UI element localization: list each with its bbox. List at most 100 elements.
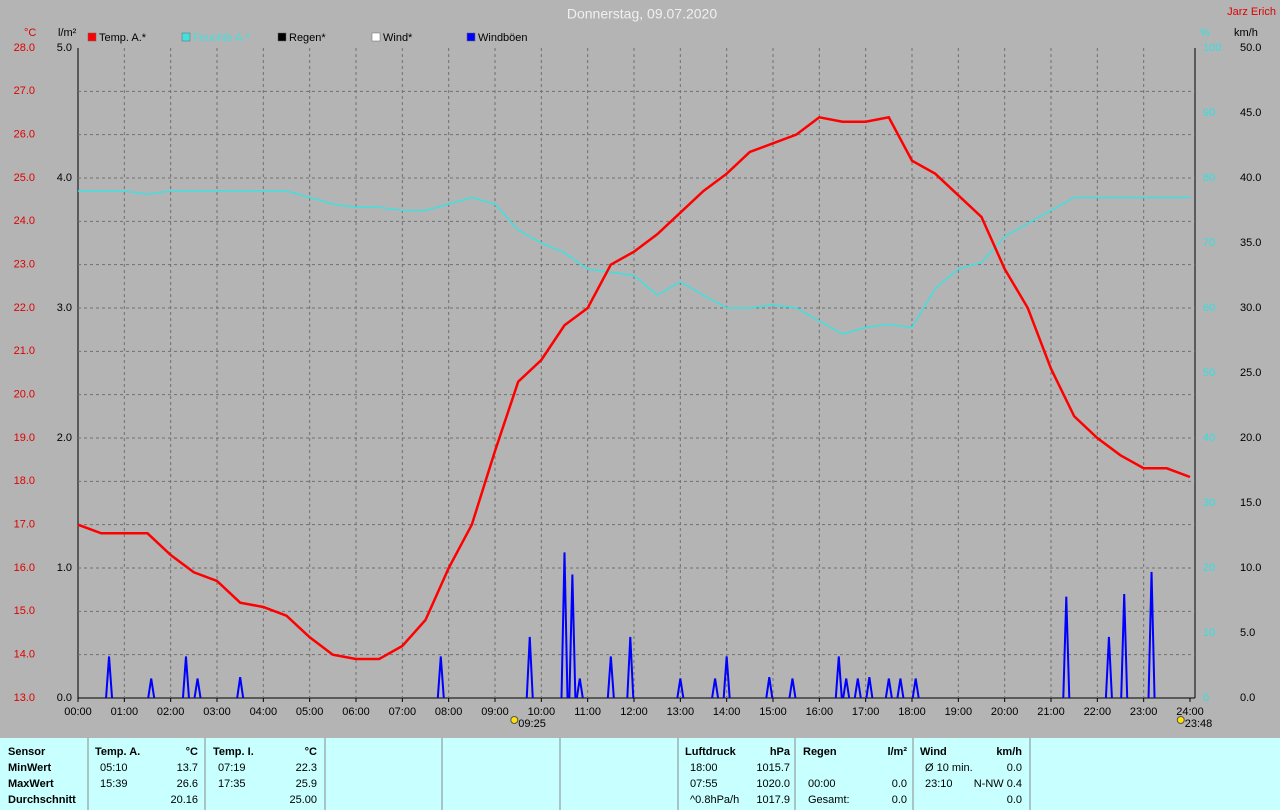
table-cell: 0.0 bbox=[1007, 762, 1022, 774]
y-tick-label: 50.0 bbox=[1240, 42, 1261, 54]
y-tick-label: 21.0 bbox=[14, 345, 35, 357]
y-tick-label: 90 bbox=[1203, 107, 1215, 119]
legend-label: Wind* bbox=[383, 32, 413, 44]
chart-title: Donnerstag, 09.07.2020 bbox=[567, 6, 717, 22]
table-cell: Durchschnitt bbox=[8, 794, 76, 806]
table-cell: 25.00 bbox=[289, 794, 317, 806]
table-header: hPa bbox=[770, 746, 791, 758]
table-cell: 20.16 bbox=[170, 794, 198, 806]
table-cell: Ø 10 min. bbox=[925, 762, 973, 774]
y-tick-label: 2.0 bbox=[57, 432, 72, 444]
legend-swatch bbox=[277, 32, 287, 42]
table-header: km/h bbox=[996, 746, 1022, 758]
gust-spike bbox=[711, 678, 720, 699]
x-tick-label: 14:00 bbox=[713, 706, 741, 718]
gust-spike bbox=[105, 656, 114, 699]
table-cell: 05:10 bbox=[100, 762, 128, 774]
x-tick-label: 11:00 bbox=[574, 706, 601, 718]
axis-unit: km/h bbox=[1234, 27, 1258, 39]
stats-panel bbox=[0, 738, 1280, 810]
legend-label: Windböen bbox=[478, 32, 528, 44]
y-tick-label: 4.0 bbox=[57, 172, 72, 184]
gust-spike bbox=[842, 678, 851, 699]
sun-marker bbox=[510, 716, 519, 724]
y-tick-label: 20.0 bbox=[14, 389, 35, 401]
x-tick-label: 12:00 bbox=[620, 706, 648, 718]
series-line bbox=[77, 115, 1191, 661]
y-tick-label: 35.0 bbox=[1240, 237, 1261, 249]
table-cell: 18:00 bbox=[690, 762, 718, 774]
gust-spike bbox=[236, 677, 245, 699]
annotation-label: 23:48 bbox=[1185, 718, 1213, 730]
y-tick-label: 0 bbox=[1203, 692, 1209, 704]
x-tick-label: 10:00 bbox=[528, 706, 556, 718]
table-cell: ^0.8hPa/h bbox=[690, 794, 739, 806]
y-tick-label: 3.0 bbox=[57, 302, 72, 314]
table-cell: 07:19 bbox=[218, 762, 246, 774]
gust-spike bbox=[834, 656, 843, 699]
y-tick-label: 22.0 bbox=[14, 302, 35, 314]
x-tick-label: 01:00 bbox=[111, 706, 139, 718]
x-tick-label: 16:00 bbox=[806, 706, 834, 718]
table-cell: 23:10 bbox=[925, 778, 953, 790]
gust-spike bbox=[896, 678, 905, 699]
legend-label: Temp. A.* bbox=[99, 32, 147, 44]
gust-spike bbox=[193, 678, 202, 699]
y-tick-label: 20 bbox=[1203, 562, 1215, 574]
gust-spike bbox=[147, 678, 156, 699]
x-tick-label: 04:00 bbox=[250, 706, 278, 718]
table-header: Regen bbox=[803, 746, 837, 758]
table-header: Temp. I. bbox=[213, 746, 254, 758]
gust-spike bbox=[1104, 636, 1113, 699]
y-tick-label: 10 bbox=[1203, 627, 1215, 639]
y-tick-label: 13.0 bbox=[14, 692, 35, 704]
y-tick-label: 16.0 bbox=[14, 562, 35, 574]
y-tick-label: 40.0 bbox=[1240, 172, 1261, 184]
x-tick-label: 24:00 bbox=[1176, 706, 1204, 718]
table-header: °C bbox=[305, 746, 317, 758]
table-cell: Gesamt: bbox=[808, 794, 850, 806]
x-tick-label: 05:00 bbox=[296, 706, 324, 718]
table-cell: 26.6 bbox=[177, 778, 198, 790]
gust-spike bbox=[1120, 593, 1129, 699]
table-header: Sensor bbox=[8, 746, 46, 758]
y-tick-label: 0.0 bbox=[1240, 692, 1255, 704]
x-tick-label: 09:00 bbox=[481, 706, 509, 718]
axis-unit: °C bbox=[24, 27, 36, 39]
table-cell: 1017.9 bbox=[756, 794, 790, 806]
y-tick-label: 60 bbox=[1203, 302, 1215, 314]
y-tick-label: 19.0 bbox=[14, 432, 35, 444]
y-tick-label: 15.0 bbox=[1240, 497, 1261, 509]
legend-swatch bbox=[466, 32, 476, 42]
table-cell: 22.3 bbox=[296, 762, 317, 774]
annotation-label: 09:25 bbox=[518, 718, 546, 730]
y-tick-label: 28.0 bbox=[14, 42, 35, 54]
y-tick-label: 70 bbox=[1203, 237, 1215, 249]
table-cell: 1015.7 bbox=[756, 762, 790, 774]
y-tick-label: 26.0 bbox=[14, 129, 35, 141]
y-tick-label: 10.0 bbox=[1240, 562, 1261, 574]
table-cell: 15:39 bbox=[100, 778, 128, 790]
x-tick-label: 02:00 bbox=[157, 706, 185, 718]
table-cell: MaxWert bbox=[8, 778, 54, 790]
gust-spike bbox=[722, 656, 731, 699]
x-tick-label: 06:00 bbox=[342, 706, 370, 718]
y-tick-label: 14.0 bbox=[14, 649, 35, 661]
table-cell: MinWert bbox=[8, 762, 52, 774]
gust-spike bbox=[626, 636, 635, 699]
y-tick-label: 0.0 bbox=[57, 692, 72, 704]
gust-spike bbox=[1147, 571, 1156, 699]
x-tick-label: 08:00 bbox=[435, 706, 463, 718]
x-tick-label: 20:00 bbox=[991, 706, 1019, 718]
x-tick-label: 00:00 bbox=[64, 706, 92, 718]
legend-swatch bbox=[87, 32, 97, 42]
gust-spike bbox=[884, 678, 893, 699]
axis-unit: l/m² bbox=[58, 27, 77, 39]
table-header: Luftdruck bbox=[685, 746, 737, 758]
gust-spike bbox=[575, 678, 584, 699]
series-line bbox=[78, 190, 1190, 335]
y-tick-label: 23.0 bbox=[14, 259, 35, 271]
table-header: Wind bbox=[920, 746, 947, 758]
